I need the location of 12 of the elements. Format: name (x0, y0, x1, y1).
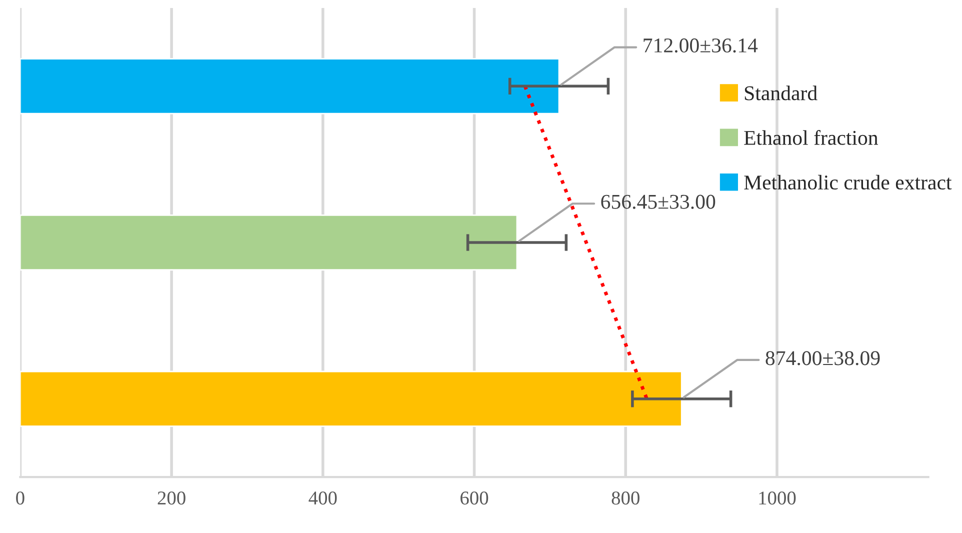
x-tick-label: 400 (308, 491, 337, 505)
data-label: 656.45±33.00 (601, 194, 716, 209)
data-label: 874.00±38.09 (766, 351, 880, 366)
data-label: 712.00±36.14 (644, 38, 758, 53)
legend-label: Ethanol fraction (744, 130, 878, 145)
x-tick-label: 0 (16, 491, 24, 505)
x-tick-label: 600 (460, 491, 488, 505)
legend-label: Standard (744, 86, 818, 100)
x-tick-label: 800 (612, 491, 640, 505)
x-tick-label: 1000 (759, 491, 796, 505)
legend-label: Methanolic crude extract (744, 174, 952, 190)
x-tick-label: 200 (158, 491, 186, 505)
